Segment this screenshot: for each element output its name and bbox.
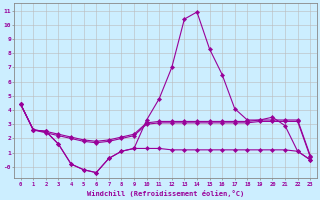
X-axis label: Windchill (Refroidissement éolien,°C): Windchill (Refroidissement éolien,°C)	[87, 190, 244, 197]
